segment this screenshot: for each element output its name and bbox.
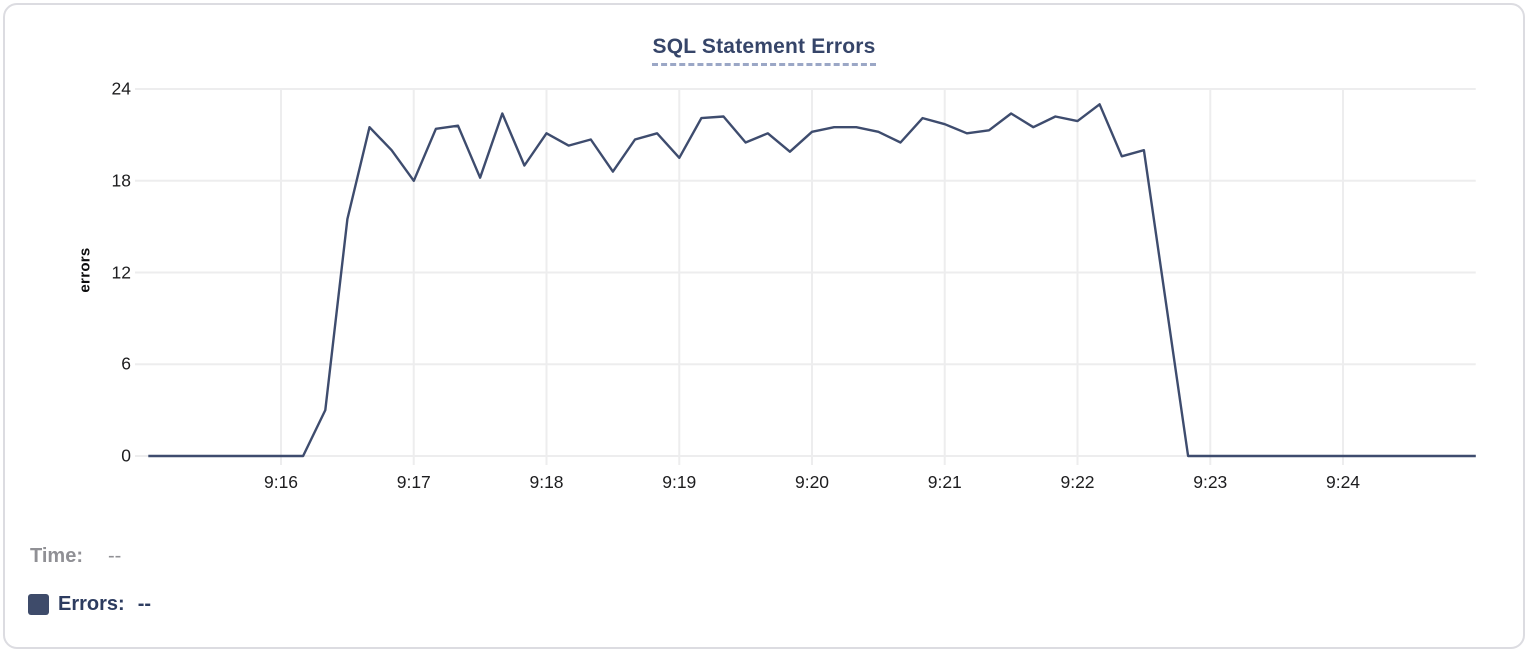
gridlines bbox=[135, 88, 1476, 465]
sql-errors-plot-area[interactable] bbox=[5, 5, 1528, 657]
errors-legend-swatch bbox=[28, 594, 49, 615]
x-tick-label: 9:22 bbox=[1060, 472, 1095, 492]
chart-title-wrap: SQL Statement Errors bbox=[5, 35, 1523, 66]
errors-line-series bbox=[148, 103, 1476, 458]
y-tick-label: 6 bbox=[121, 353, 131, 374]
legend-item-errors[interactable]: Errors: -- bbox=[28, 593, 151, 616]
y-tick-label: 24 bbox=[111, 78, 131, 99]
x-tick-label: 9:16 bbox=[263, 472, 299, 492]
time-label: Time: bbox=[30, 545, 83, 567]
x-tick-label: 9:18 bbox=[529, 472, 564, 492]
y-tick-label: 12 bbox=[111, 261, 131, 282]
time-value: -- bbox=[107, 545, 122, 567]
x-tick-label: 9:24 bbox=[1325, 472, 1361, 492]
x-tick-label: 9:17 bbox=[396, 472, 431, 492]
y-axis-label: errors bbox=[76, 247, 94, 293]
chart-title[interactable]: SQL Statement Errors bbox=[652, 35, 876, 66]
x-tick-label: 9:20 bbox=[794, 472, 830, 492]
y-tick-label: 18 bbox=[111, 170, 131, 190]
errors-value: -- bbox=[137, 593, 152, 615]
errors-label: Errors: bbox=[58, 593, 125, 615]
tooltip-time-row: Time: -- bbox=[30, 545, 121, 568]
x-tick-label: 9:19 bbox=[662, 472, 697, 492]
x-tick-label: 9:21 bbox=[927, 472, 962, 492]
x-tick-label: 9:23 bbox=[1193, 472, 1228, 492]
y-tick-label: 0 bbox=[121, 445, 131, 466]
chart-card: SQL Statement Errors 0 6 12 18 24 9:16 9:17 9:1… bbox=[3, 3, 1525, 649]
